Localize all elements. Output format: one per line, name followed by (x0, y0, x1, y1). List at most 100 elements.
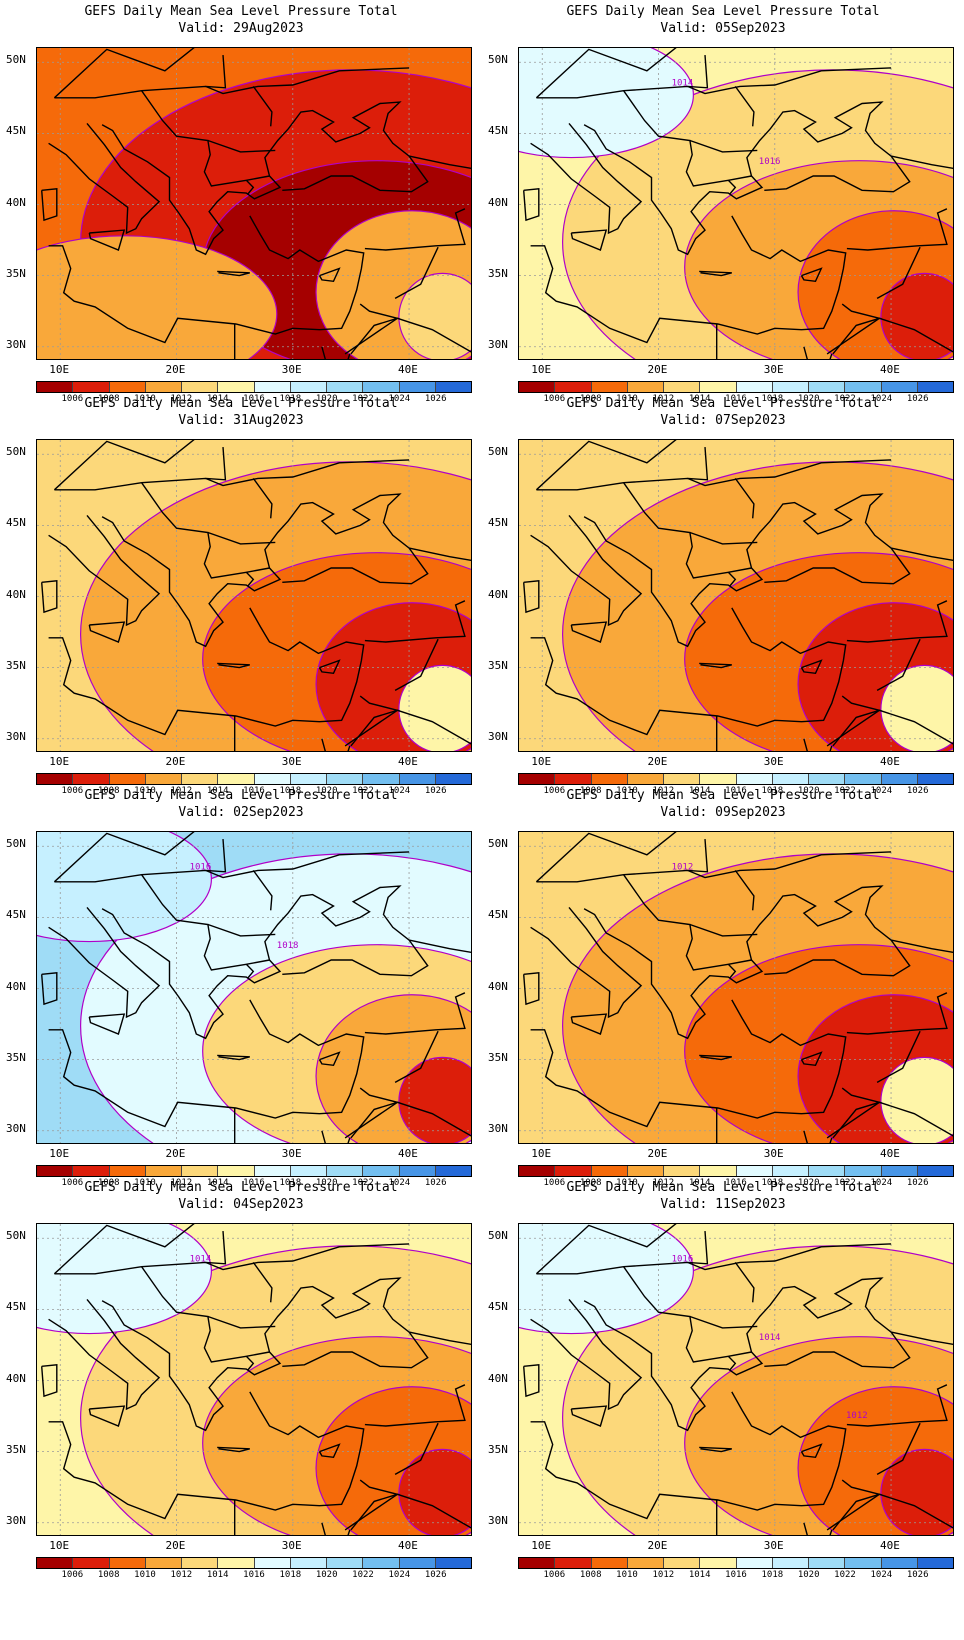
panel-title: GEFS Daily Mean Sea Level Pressure Total (566, 4, 880, 19)
colorbar-label: 1008 (97, 1178, 120, 1188)
colorbar-label: 1020 (315, 1178, 338, 1188)
colorbar-label: 1008 (97, 786, 120, 796)
valid-date: Valid: 29Aug2023 (178, 21, 304, 36)
colorbar-label: 1010 (616, 394, 638, 404)
pressure-band (37, 235, 278, 359)
longitude-label: 30E (281, 1147, 302, 1160)
colorbar-swatch (591, 774, 628, 784)
coastline (101, 1277, 429, 1432)
coastline (826, 1493, 953, 1531)
colorbar-label: 1008 (579, 1570, 602, 1580)
latitude-label: 35N (6, 1442, 26, 1456)
colorbar-swatch (399, 1558, 436, 1568)
colorbar-label: 1018 (279, 394, 302, 404)
coastline (41, 972, 58, 1006)
pressure-band (398, 664, 471, 751)
colorbar-swatch (399, 382, 436, 392)
colorbar-swatch (555, 774, 592, 784)
colorbar-label: 1016 (725, 1570, 747, 1580)
coastline (245, 963, 255, 979)
colorbar-label: 1022 (834, 1570, 856, 1580)
coastline (523, 1364, 540, 1398)
coastline (364, 208, 466, 251)
coastline (252, 85, 273, 127)
colorbar-label: 1014 (688, 394, 711, 404)
longitude-label: 20E (165, 1147, 186, 1160)
latitude-label: 40N (488, 195, 508, 209)
colorbar-swatch (109, 774, 146, 784)
coastline (88, 229, 126, 251)
colorbar-swatch (627, 774, 664, 784)
coastline (141, 874, 270, 971)
coastline (727, 179, 737, 195)
longitude-label: 20E (647, 363, 668, 376)
coastline (623, 482, 752, 579)
longitude-label: 10E (531, 755, 552, 768)
pressure-map: 1016 1018 (36, 831, 472, 1144)
latitude-label: 45N (6, 1300, 26, 1314)
pressure-band (519, 1224, 694, 1335)
colorbar-swatch (917, 1558, 953, 1568)
colorbar-swatch (145, 382, 182, 392)
valid-date: Valid: 31Aug2023 (178, 413, 304, 428)
colorbar-label: 1022 (352, 786, 374, 796)
latitude-label: 40N (488, 1371, 508, 1385)
coastline (53, 48, 195, 99)
coastline (689, 531, 758, 545)
pressure-map (36, 439, 472, 752)
coastline (344, 317, 471, 355)
coastline (530, 215, 847, 344)
coastline (536, 459, 892, 491)
coastline (48, 122, 161, 235)
colorbar-swatch (218, 1166, 255, 1176)
coastline (364, 1384, 466, 1427)
coastline (687, 1231, 709, 1265)
coastline (734, 869, 755, 911)
coastline (252, 869, 273, 911)
colorbar-label: 1008 (579, 786, 602, 796)
pressure-band (398, 1448, 471, 1535)
coastline (41, 1364, 58, 1398)
colorbar-swatch (736, 774, 773, 784)
colorbar-label: 1022 (834, 1178, 856, 1188)
colorbar-label: 1008 (579, 394, 602, 404)
coastline (583, 101, 911, 256)
coastline (890, 547, 953, 562)
coastline (54, 459, 410, 491)
latitude-label: 35N (488, 658, 508, 672)
coastline (48, 1298, 161, 1411)
coastline (734, 477, 755, 519)
coastline (408, 155, 471, 170)
colorbar (36, 773, 472, 785)
coastline (207, 531, 276, 545)
longitude-label: 30E (763, 363, 784, 376)
coastline (727, 571, 737, 587)
colorbar-label: 1016 (243, 394, 265, 404)
colorbar-swatch (664, 1558, 701, 1568)
longitude-label: 10E (531, 1147, 552, 1160)
colorbar-swatch (591, 1166, 628, 1176)
longitude-label: 20E (165, 363, 186, 376)
colorbar-swatch (399, 774, 436, 784)
panel-title: GEFS Daily Mean Sea Level Pressure Total (566, 1180, 880, 1195)
colorbar-label: 1010 (616, 1178, 638, 1188)
colorbar-label: 1014 (206, 1570, 229, 1580)
pressure-band (880, 1056, 953, 1143)
coastline (800, 267, 823, 283)
colorbar-label: 1026 (424, 1570, 447, 1580)
colorbar-swatch (363, 1166, 400, 1176)
latitude-label: 40N (6, 587, 26, 601)
valid-date: Valid: 04Sep2023 (178, 1197, 304, 1212)
coastline (408, 1331, 471, 1346)
coastline (890, 1331, 953, 1346)
coastline (623, 90, 752, 187)
longitude-label: 10E (49, 1147, 70, 1160)
latitude-label: 45N (6, 908, 26, 922)
longitude-label: 40E (398, 755, 418, 768)
latitude-label: 45N (488, 124, 508, 138)
coastline (101, 493, 429, 648)
colorbar-swatch (917, 382, 953, 392)
colorbar-swatch (555, 1166, 592, 1176)
contour-label: 1014 (672, 79, 694, 89)
colorbar-swatch (254, 1166, 291, 1176)
